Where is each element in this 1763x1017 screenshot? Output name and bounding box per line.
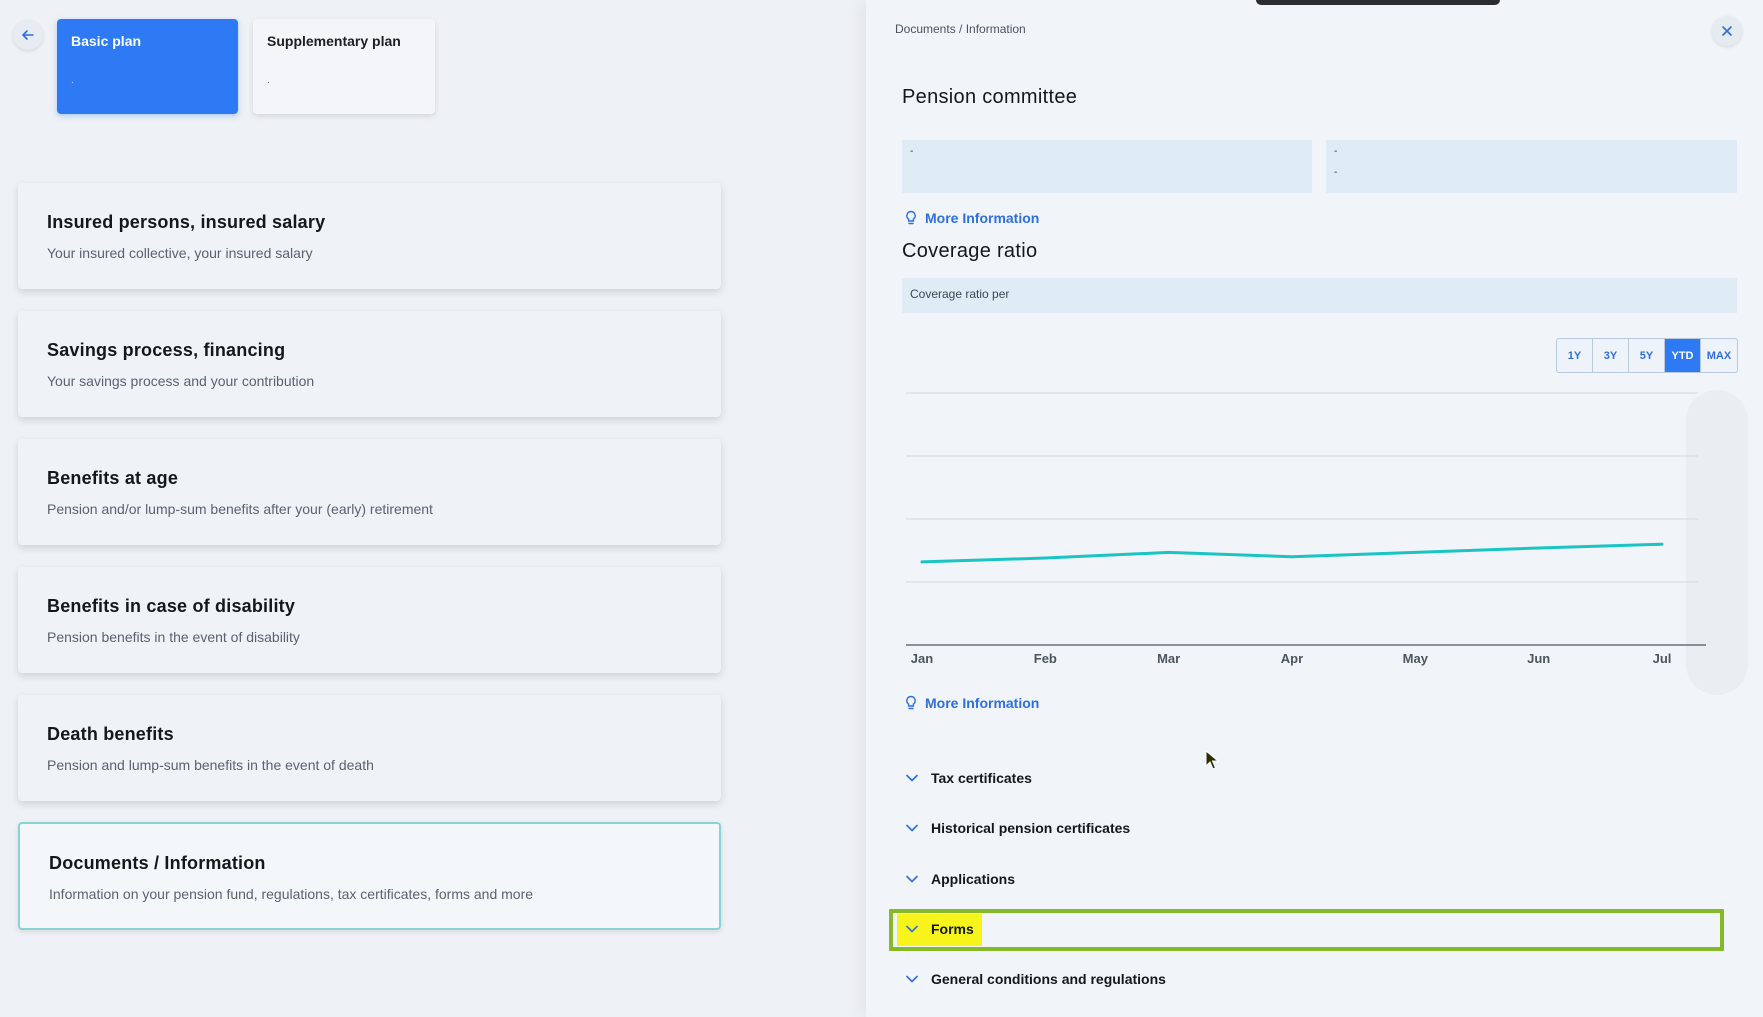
- period-selector: 1Y 3Y 5Y YTD MAX: [1556, 338, 1738, 373]
- breadcrumb: Documents / Information: [895, 22, 1026, 36]
- committee-info-box: - -: [1326, 140, 1737, 193]
- chevron-down-icon: [905, 821, 919, 835]
- close-button[interactable]: [1712, 16, 1742, 46]
- card-savings-process[interactable]: Savings process, financing Your savings …: [18, 311, 721, 417]
- x-tick-label: Mar: [1157, 651, 1180, 666]
- card-disability-benefits[interactable]: Benefits in case of disability Pension b…: [18, 567, 721, 673]
- accordion-historical-pension-certificates[interactable]: Historical pension certificates: [905, 820, 1130, 836]
- accordion-applications[interactable]: Applications: [905, 871, 1015, 887]
- plan-tab-label: Supplementary plan: [267, 33, 401, 49]
- card-description: Pension and/or lump-sum benefits after y…: [47, 501, 433, 517]
- coverage-ratio-label-box: Coverage ratio per: [902, 278, 1737, 313]
- card-description: Pension and lump-sum benefits in the eve…: [47, 757, 374, 773]
- mouse-cursor-icon: [1205, 750, 1220, 770]
- back-button[interactable]: [13, 20, 43, 50]
- accordion-general-conditions[interactable]: General conditions and regulations: [905, 971, 1166, 987]
- card-title: Savings process, financing: [47, 340, 286, 360]
- coverage-ratio-chart-svg: Jan Feb Mar Apr May Jun Jul: [906, 392, 1706, 666]
- accordion-tax-certificates[interactable]: Tax certificates: [905, 770, 1032, 786]
- coverage-ratio-label: Coverage ratio per: [910, 287, 1010, 301]
- accordion-label: Tax certificates: [931, 770, 1032, 786]
- accordion-label: Applications: [931, 871, 1016, 887]
- chart-scroll-region: [1686, 390, 1748, 695]
- left-pane: Basic plan . Supplementary plan . Insure…: [0, 0, 860, 1017]
- card-title: Benefits at age: [47, 468, 179, 488]
- forms-highlight-frame: [889, 909, 1724, 951]
- plan-tab-basic[interactable]: Basic plan .: [57, 19, 238, 114]
- committee-line: -: [1334, 146, 1338, 157]
- more-information-link[interactable]: More Information: [905, 695, 1039, 711]
- chevron-down-icon: [905, 771, 919, 785]
- arrow-left-icon: [22, 30, 34, 40]
- x-tick-label: Feb: [1034, 651, 1057, 666]
- lightbulb-icon: [906, 695, 916, 710]
- x-tick-label: Jun: [1527, 651, 1550, 666]
- plan-tab-supplementary[interactable]: Supplementary plan .: [253, 19, 435, 114]
- coverage-ratio-chart: Jan Feb Mar Apr May Jun Jul: [902, 385, 1752, 675]
- detail-panel: Documents / Information Pension committe…: [866, 0, 1763, 1017]
- x-tick-label: Jan: [911, 651, 933, 666]
- plan-tab-sub: .: [267, 75, 270, 86]
- accordion-label: Forms: [931, 921, 974, 937]
- more-information-link[interactable]: More Information: [905, 210, 1039, 226]
- card-benefits-at-age[interactable]: Benefits at age Pension and/or lump-sum …: [18, 439, 721, 545]
- card-death-benefits[interactable]: Death benefits Pension and lump-sum bene…: [18, 695, 721, 801]
- accordion-label: Historical pension certificates: [931, 820, 1131, 836]
- x-tick-label: Jul: [1653, 651, 1672, 666]
- committee-line: -: [910, 146, 914, 157]
- lightbulb-icon: [906, 210, 916, 225]
- period-button-ytd[interactable]: YTD: [1665, 339, 1701, 372]
- committee-line: -: [1334, 167, 1338, 178]
- more-information-label: More Information: [925, 695, 1040, 711]
- card-title: Documents / Information: [49, 853, 266, 873]
- more-information-label: More Information: [925, 210, 1040, 226]
- period-button-5y[interactable]: 5Y: [1629, 339, 1665, 372]
- card-title: Insured persons, insured salary: [47, 212, 326, 232]
- card-documents-information[interactable]: Documents / Information Information on y…: [18, 822, 721, 930]
- chevron-down-icon: [905, 922, 919, 936]
- plan-tab-sub: .: [71, 75, 74, 86]
- card-description: Pension benefits in the event of disabil…: [47, 629, 300, 645]
- coverage-ratio-title: Coverage ratio: [902, 240, 1038, 262]
- close-icon: [1722, 26, 1732, 36]
- card-description: Information on your pension fund, regula…: [49, 886, 534, 902]
- x-tick-label: May: [1403, 651, 1429, 666]
- chevron-down-icon: [905, 972, 919, 986]
- accordion-forms[interactable]: Forms: [905, 921, 974, 937]
- pension-committee-title: Pension committee: [902, 86, 1078, 108]
- plan-tab-label: Basic plan: [71, 33, 142, 49]
- coverage-ratio-series-line: [920, 542, 1664, 564]
- card-insured-persons[interactable]: Insured persons, insured salary Your ins…: [18, 183, 721, 289]
- card-title: Benefits in case of disability: [47, 596, 296, 616]
- period-button-1y[interactable]: 1Y: [1557, 339, 1593, 372]
- committee-info-box: -: [902, 140, 1312, 193]
- period-button-max[interactable]: MAX: [1706, 349, 1732, 362]
- x-tick-label: Apr: [1281, 651, 1303, 666]
- panel-handle[interactable]: [1256, 0, 1500, 5]
- accordion-label: General conditions and regulations: [931, 971, 1166, 987]
- card-description: Your insured collective, your insured sa…: [47, 245, 313, 261]
- period-button-3y[interactable]: 3Y: [1593, 339, 1629, 372]
- chevron-down-icon: [905, 872, 919, 886]
- card-title: Death benefits: [47, 724, 174, 744]
- card-description: Your savings process and your contributi…: [47, 373, 315, 389]
